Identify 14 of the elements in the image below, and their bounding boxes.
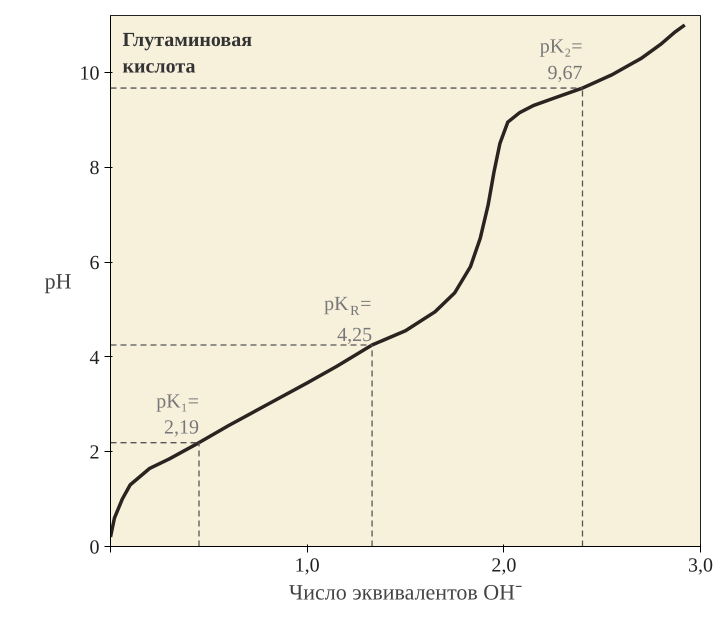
- y-tick-label: 4: [90, 346, 100, 369]
- x-tick-label: 3,0: [688, 554, 713, 576]
- x-tick-label: 1,0: [294, 554, 320, 576]
- y-tick-label: 2: [90, 442, 100, 464]
- y-axis-title: pH: [44, 268, 72, 294]
- annotation: pK₂= 9,67: [540, 36, 583, 84]
- y-tick-label: 0: [90, 536, 100, 558]
- y-tick-label: 10: [80, 62, 100, 84]
- x-axis-title: Число эквивалентов OH⁻: [288, 580, 522, 604]
- y-tick-label: 6: [90, 252, 100, 274]
- annotation: pK₁= 2,19: [156, 390, 200, 439]
- x-tick-label: 2,0: [491, 554, 516, 576]
- annotation: Глутаминовая кислота: [122, 29, 252, 78]
- y-tick-label: 8: [90, 157, 100, 180]
